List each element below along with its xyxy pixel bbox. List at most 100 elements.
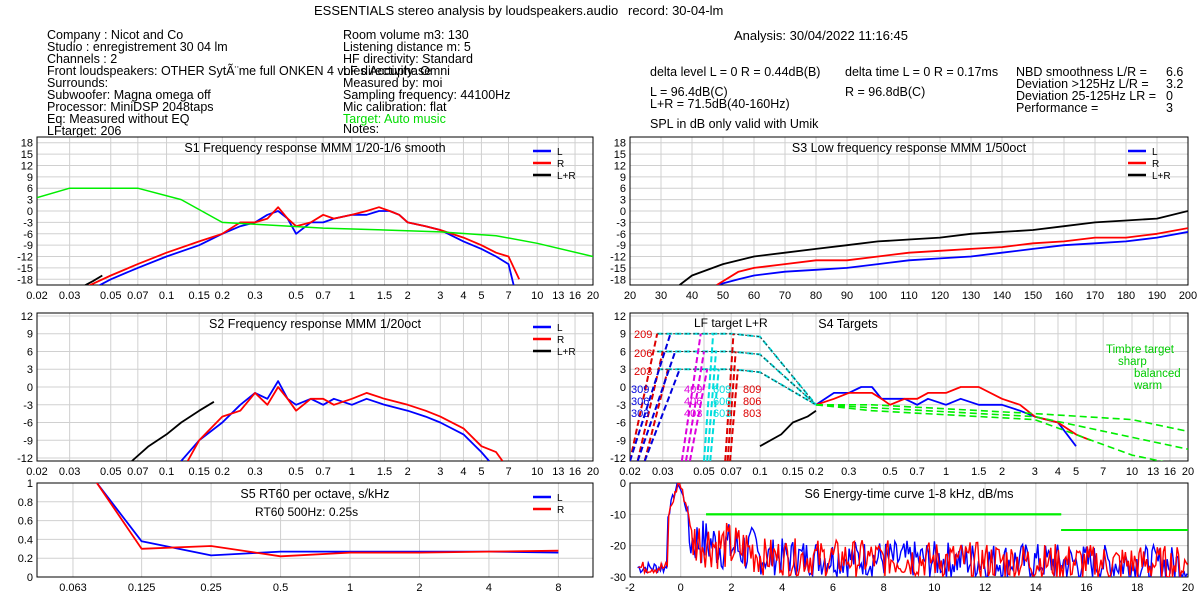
analysis-timestamp: Analysis: 30/04/2022 11:16:45 — [734, 28, 908, 43]
y-tick-label: -9 — [616, 240, 626, 252]
legend-label: L — [557, 147, 563, 158]
series-lplusr-line — [759, 409, 817, 447]
lf-target-plateau-dotted — [657, 368, 817, 406]
info-mic-calibration: Mic calibration: flat — [343, 100, 447, 114]
lf-target-plateau-dotted — [657, 333, 817, 406]
x-tick-label: 100 — [869, 290, 887, 302]
y-tick-label: -12 — [610, 252, 626, 264]
x-tick-label: 10 — [1126, 466, 1138, 478]
x-tick-label: 0.3 — [247, 290, 262, 302]
lf-target-label: 303 — [631, 408, 649, 420]
x-tick-label: 0 — [678, 582, 684, 594]
series-l-line — [98, 210, 515, 285]
lf-rolloff-line — [643, 368, 681, 461]
x-tick-label: 13 — [552, 290, 564, 302]
lf-rolloff-line — [630, 333, 672, 461]
info-subwoofer: Subwoofer: Magna omega off — [47, 88, 211, 102]
series-l-line — [716, 231, 1188, 285]
metric-dev25-label: Deviation 25-125Hz LR = — [1016, 89, 1156, 103]
metrics: delta level L = 0 R = 0.44dB(B) delta ti… — [650, 65, 1183, 131]
chart-title: S5 RT60 per octave, s/kHz — [240, 487, 389, 501]
y-tick-label: -15 — [17, 263, 33, 275]
timbre-label: sharp — [1118, 356, 1147, 368]
y-tick-label: 9 — [620, 172, 626, 184]
x-tick-label: 3 — [1032, 466, 1038, 478]
plot-frame — [36, 136, 594, 286]
series-l-line — [815, 386, 1077, 447]
chart-title: S2 Frequency response MMM 1/20oct — [209, 317, 421, 331]
x-tick-label: 40 — [686, 290, 698, 302]
y-tick-label: 3 — [27, 195, 33, 207]
info-listening-distance: Listening distance m: 5 — [343, 40, 471, 54]
metric-dev125-value: 3.2 — [1166, 77, 1183, 91]
x-tick-label: 4 — [486, 582, 492, 594]
y-tick-label: 3 — [27, 364, 33, 376]
y-tick-label: 18 — [21, 138, 33, 150]
x-tick-label: 1.5 — [971, 466, 986, 478]
x-tick-label: 0.5 — [288, 466, 303, 478]
x-tick-label: 0.03 — [59, 466, 80, 478]
x-tick-label: 2 — [416, 582, 422, 594]
y-tick-label: 12 — [614, 160, 626, 172]
y-tick-label: 0 — [620, 382, 626, 394]
metric-delta-level: delta level L = 0 R = 0.44dB(B) — [650, 65, 820, 79]
x-tick-label: 3 — [437, 290, 443, 302]
x-tick-label: 0.07 — [720, 466, 741, 478]
y-tick-label: -9 — [616, 435, 626, 447]
lf-target-label: 603 — [713, 408, 731, 420]
etc-curve — [638, 483, 1188, 577]
timbre-target-line — [816, 403, 1188, 433]
series-r-line — [88, 206, 521, 285]
lf-rolloff-line — [685, 351, 706, 461]
x-tick-label: 16 — [569, 290, 581, 302]
lf-rolloff-line — [680, 333, 702, 461]
metric-nbd-value: 6.6 — [1166, 65, 1183, 79]
series-l-line — [180, 380, 490, 461]
x-tick-label: 1 — [943, 466, 949, 478]
x-tick-label: 0.2 — [808, 466, 823, 478]
x-tick-label: 10 — [531, 466, 543, 478]
timbre-label: warm — [1133, 380, 1162, 392]
x-tick-label: 0.25 — [200, 582, 221, 594]
y-tick-label: 1 — [27, 478, 33, 490]
series-layer — [131, 380, 504, 461]
legend-label: L — [557, 323, 563, 334]
x-tick-label: 4 — [1055, 466, 1061, 478]
x-tick-label: 12 — [979, 582, 991, 594]
x-tick-label: 0.7 — [316, 290, 331, 302]
y-tick-label: -9 — [23, 240, 33, 252]
y-tick-label: -3 — [616, 217, 626, 229]
y-tick-label: 6 — [27, 346, 33, 358]
lf-rolloff-line — [726, 351, 737, 461]
x-tick-label: 90 — [841, 290, 853, 302]
lf-rolloff-line — [724, 333, 735, 461]
x-tick-label: 4 — [460, 466, 466, 478]
series-target-line — [37, 187, 593, 258]
x-tick-label: 4 — [779, 582, 785, 594]
x-tick-label: 70 — [779, 290, 791, 302]
metric-dev125-label: Deviation >125Hz L/R = — [1016, 77, 1149, 91]
y-tick-label: -15 — [610, 263, 626, 275]
x-tick-label: 0.7 — [910, 466, 925, 478]
x-tick-label: 0.5 — [882, 466, 897, 478]
x-tick-label: 20 — [587, 466, 599, 478]
x-tick-label: 1 — [349, 466, 355, 478]
x-tick-label: 0.063 — [59, 582, 87, 594]
y-tick-label: 0 — [27, 382, 33, 394]
x-tick-label: 0.15 — [188, 466, 209, 478]
y-tick-label: -9 — [23, 435, 33, 447]
x-tick-label: -2 — [625, 582, 635, 594]
lf-target-label: 606 — [713, 396, 731, 408]
info-processor: Processor: MiniDSP 2048taps — [47, 100, 214, 114]
chart-title: S3 Low frequency response MMM 1/50oct — [792, 141, 1027, 155]
lf-target-label: 203 — [634, 366, 652, 378]
y-tick-label: -6 — [616, 418, 626, 430]
series-layer — [637, 483, 1188, 577]
series-lplusr-line — [131, 401, 215, 461]
x-tick-label: 5 — [1073, 466, 1079, 478]
x-tick-label: 2 — [999, 466, 1005, 478]
x-tick-label: 1.5 — [377, 290, 392, 302]
x-tick-label: 130 — [962, 290, 980, 302]
